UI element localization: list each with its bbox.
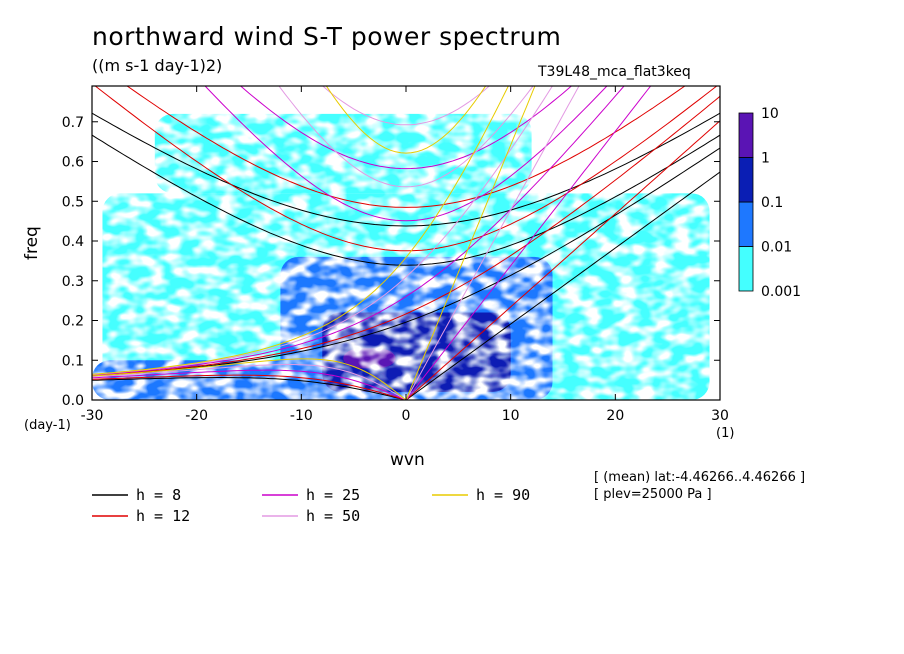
x-tick-label: -30 xyxy=(81,408,104,424)
curve-h25-mrg xyxy=(92,86,625,376)
colorbar-label: 0.1 xyxy=(761,195,783,211)
x-tick-label: -10 xyxy=(290,408,313,424)
curve-h25-kelvin xyxy=(405,86,652,400)
legend-label-h8: h = 8 xyxy=(136,486,181,504)
curve-h12-ig1 xyxy=(94,86,718,252)
y-axis-unit: (day-1) xyxy=(24,418,71,433)
x-tick-label: 20 xyxy=(606,408,624,424)
legend: h = 8 h = 12 h = 25 h = 50 h = 90 xyxy=(92,486,530,525)
x-tick-label: 10 xyxy=(502,408,520,424)
curve-h25-er xyxy=(92,369,407,400)
curve-h50-mrg xyxy=(92,86,553,376)
y-tick-label: 0.4 xyxy=(62,234,84,250)
x-tick-label: 30 xyxy=(711,408,729,424)
curve-h50-er xyxy=(92,364,407,400)
x-tick-label: -20 xyxy=(185,408,208,424)
y-tick-label: 0.1 xyxy=(62,353,84,369)
curve-h12-er xyxy=(92,374,407,400)
colorbar-label: 0.001 xyxy=(761,284,801,300)
curve-h8-er xyxy=(92,377,407,400)
run-label: T39L48_mca_flat3keq xyxy=(538,64,691,80)
colorbar-label: 0.01 xyxy=(761,240,792,256)
chart-title: northward wind S-T power spectrum xyxy=(92,22,562,51)
curve-h90-kelvin xyxy=(405,86,536,400)
y-tick-label: 0.6 xyxy=(62,155,84,171)
y-tick-label: 0.3 xyxy=(62,274,84,290)
curve-h90-ig2 xyxy=(92,0,720,81)
x-axis-label: wvn xyxy=(390,450,425,470)
colorbar-swatch-2 xyxy=(738,157,754,203)
colorbar-swatch-0 xyxy=(738,246,754,292)
colorbar-label: 10 xyxy=(761,106,779,122)
spectrum-field xyxy=(92,113,710,400)
y-tick-label: 0.0 xyxy=(62,393,84,409)
legend-label-h25: h = 25 xyxy=(306,486,360,504)
colorbar: 0.001 0.01 0.1 1 10 xyxy=(738,106,801,300)
field-region-4 xyxy=(322,312,511,393)
curve-h12-mrg xyxy=(92,95,720,377)
y-tick-label: 0.5 xyxy=(62,194,84,210)
info-latitude: [ (mean) lat:-4.46266..4.46266 ] xyxy=(594,470,806,485)
curve-h50-ig1 xyxy=(278,86,534,188)
units-label: ((m s-1 day-1)2) xyxy=(92,56,223,75)
dispersion-curves xyxy=(92,0,720,400)
curve-h25-ig2 xyxy=(239,86,573,170)
curve-h90-er xyxy=(92,358,407,400)
curve-h8-kelvin xyxy=(405,171,720,400)
curve-h90-ig1 xyxy=(325,86,487,154)
y-tick-label: 0.2 xyxy=(62,314,84,330)
field-region-1 xyxy=(154,113,532,194)
legend-label-h12: h = 12 xyxy=(136,507,190,525)
colorbar-swatch-1 xyxy=(738,201,754,247)
curve-h50-kelvin xyxy=(405,86,580,400)
x-tick-label: 0 xyxy=(402,408,411,424)
curve-h8-ig1 xyxy=(92,134,720,266)
y-tick-label: 0.7 xyxy=(62,115,84,131)
colorbar-label: 1 xyxy=(761,151,770,167)
axes: -30 -20 -10 0 10 20 30 0.0 0.1 0.2 0.3 0.4 0.5 0.6 0.7 xyxy=(62,86,729,424)
info-plev: [ plev=25000 Pa ] xyxy=(594,487,712,502)
x-axis-unit: (1) xyxy=(716,426,735,441)
curve-h12-kelvin xyxy=(405,120,720,400)
curve-h50-ig2 xyxy=(321,86,491,126)
legend-label-h50: h = 50 xyxy=(306,507,360,525)
curve-h8-ig2 xyxy=(92,112,720,227)
colorbar-swatch-3 xyxy=(738,112,754,158)
curve-h90-mrg xyxy=(92,86,509,375)
curve-h25-ig1 xyxy=(204,86,608,222)
field-region-5 xyxy=(343,348,396,369)
legend-label-h90: h = 90 xyxy=(476,486,530,504)
